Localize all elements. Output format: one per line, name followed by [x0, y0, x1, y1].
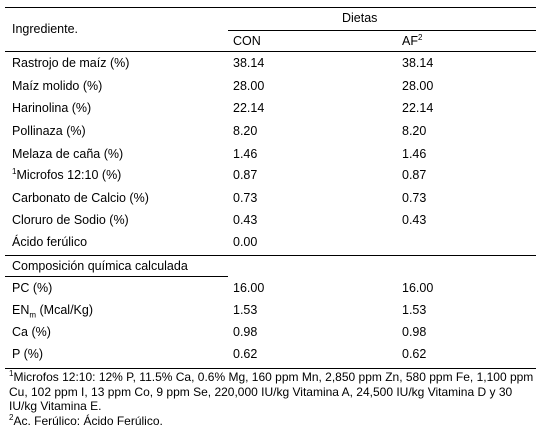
- comp-con: 16.00: [233, 281, 265, 295]
- row-con: 0.73: [233, 191, 258, 205]
- row-con: 0.43: [233, 213, 258, 227]
- af-header: AF2: [402, 32, 423, 48]
- row-name: Rastrojo de maíz (%): [12, 56, 130, 70]
- comp-con: 0.62: [233, 347, 258, 361]
- row-con: 0.00: [233, 235, 258, 249]
- comp-name: Ca (%): [12, 325, 51, 339]
- row-name: Harinolina (%): [12, 101, 92, 115]
- comp-af: 0.62: [402, 347, 427, 361]
- row-name: Pollinaza (%): [12, 124, 86, 138]
- rule-top: [5, 7, 536, 8]
- row-af: 22.14: [402, 101, 434, 115]
- row-con: 38.14: [233, 56, 265, 70]
- comp-af: 0.98: [402, 325, 427, 339]
- comp-name: ENm (Mcal/Kg): [12, 303, 93, 320]
- row-af: 0.87: [402, 168, 427, 182]
- comp-con: 1.53: [233, 303, 258, 317]
- comp-name: P (%): [12, 347, 44, 361]
- row-con: 1.46: [233, 147, 258, 161]
- rule-composition-top: [5, 255, 536, 256]
- footnote-2: 2Ac. Ferúlico: Ácido Ferúlico.: [9, 412, 163, 428]
- rule-under-dietas: [228, 30, 536, 31]
- footnote-1: 1Microfos 12:10: 12% P, 11.5% Ca, 0.6% M…: [9, 369, 534, 414]
- comp-con: 0.98: [233, 325, 258, 339]
- row-con: 28.00: [233, 79, 265, 93]
- dietas-header: Dietas: [342, 11, 378, 25]
- row-af: 38.14: [402, 56, 434, 70]
- row-name: Melaza de caña (%): [12, 147, 124, 161]
- row-af: 0.73: [402, 191, 427, 205]
- rule-footnote-top: [5, 368, 536, 369]
- row-con: 8.20: [233, 124, 258, 138]
- ingredient-header: Ingrediente.: [12, 22, 79, 36]
- row-af: 8.20: [402, 124, 427, 138]
- row-af: 1.46: [402, 147, 427, 161]
- rule-composition-title: [5, 276, 228, 277]
- row-con: 0.87: [233, 168, 258, 182]
- row-name: Maíz molido (%): [12, 79, 103, 93]
- row-af: 28.00: [402, 79, 434, 93]
- comp-af: 1.53: [402, 303, 427, 317]
- footnotes: 1Microfos 12:10: 12% P, 11.5% Ca, 0.6% M…: [9, 370, 537, 428]
- row-con: 22.14: [233, 101, 265, 115]
- con-header: CON: [233, 34, 261, 48]
- row-af: 0.43: [402, 213, 427, 227]
- row-name: Ácido ferúlico: [12, 235, 88, 249]
- row-name: Carbonato de Calcio (%): [12, 191, 149, 205]
- comp-af: 16.00: [402, 281, 434, 295]
- rule-header-bottom: [5, 51, 536, 52]
- comp-name: PC (%): [12, 281, 53, 295]
- row-name: Cloruro de Sodio (%): [12, 213, 129, 227]
- composition-title: Composición química calculada: [12, 259, 188, 273]
- row-name: 1Microfos 12:10 (%): [12, 166, 122, 182]
